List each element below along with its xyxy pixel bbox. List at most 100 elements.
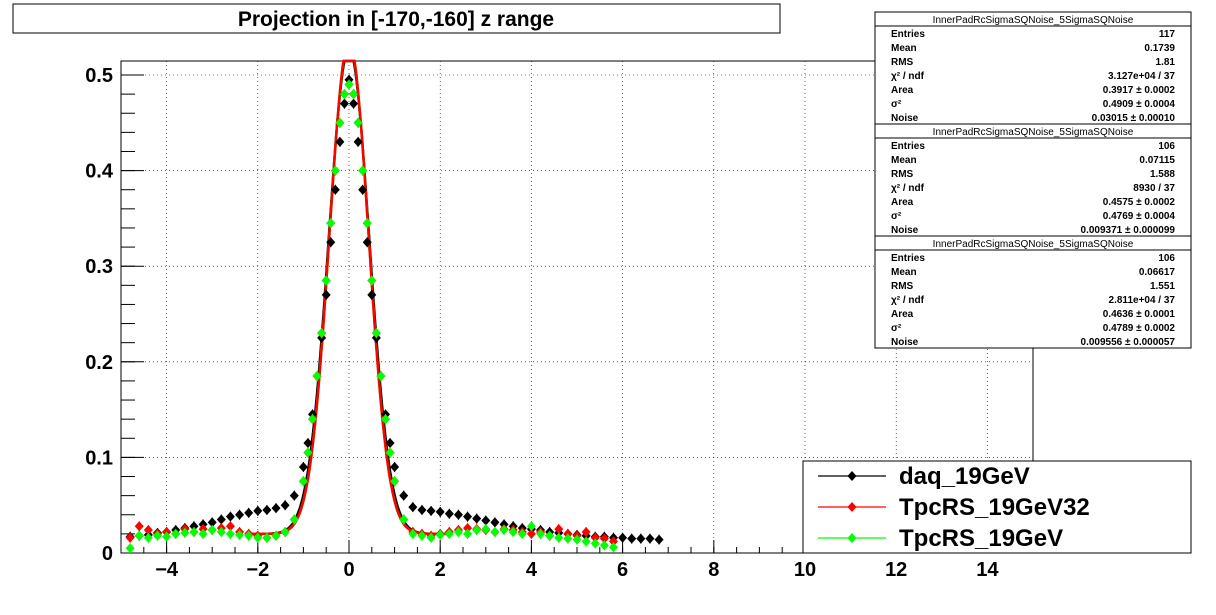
stat-value: 117 xyxy=(1159,29,1176,40)
stat-box-frame xyxy=(874,123,1192,237)
data-point xyxy=(358,184,368,195)
y-tick-label: 0.1 xyxy=(85,447,113,469)
data-point xyxy=(426,532,436,543)
data-point xyxy=(627,533,637,544)
data-point xyxy=(362,237,372,248)
stat-label: Mean xyxy=(891,43,917,54)
data-point xyxy=(444,508,454,519)
data-point xyxy=(554,524,564,535)
data-point xyxy=(303,438,313,449)
data-point xyxy=(380,414,390,425)
title-box xyxy=(12,3,781,34)
stat-label: RMS xyxy=(891,169,914,180)
stat-value: 0.07115 xyxy=(1139,155,1175,166)
data-point xyxy=(545,530,555,541)
stat-label: Entries xyxy=(891,29,925,40)
stat-value: 0.4909 ± 0.0004 xyxy=(1103,99,1176,110)
data-point xyxy=(426,505,436,516)
data-point xyxy=(367,275,377,286)
chart-title: Projection in [-170,-160] z range xyxy=(238,8,554,31)
legend-marker xyxy=(847,471,857,481)
y-tick-label: 0.2 xyxy=(85,352,113,374)
x-tick-label: 6 xyxy=(617,559,628,581)
x-tick-label: 2 xyxy=(435,559,446,581)
x-tick-labels: −4 −2 0 2 4 6 8 10 12 14 xyxy=(155,559,999,581)
legend-marker xyxy=(847,502,857,512)
y-tick-labels: 0 0.1 0.2 0.3 0.4 0.5 xyxy=(85,65,114,565)
data-point xyxy=(308,414,318,425)
data-point xyxy=(444,528,454,539)
data-point xyxy=(417,504,427,515)
data-point xyxy=(618,532,628,543)
data-point xyxy=(198,528,208,539)
stat-value: 0.1739 xyxy=(1144,43,1175,54)
data-point xyxy=(244,507,254,518)
data-point xyxy=(472,513,482,524)
data-point xyxy=(339,89,349,100)
stat-value: 1.588 xyxy=(1150,169,1175,180)
data-point xyxy=(508,526,518,537)
data-point xyxy=(408,528,418,539)
data-point xyxy=(367,289,377,300)
data-point xyxy=(326,237,336,248)
stat-label: Entries xyxy=(891,141,925,152)
data-point xyxy=(463,511,473,522)
data-point xyxy=(335,117,345,128)
data-point xyxy=(180,527,190,538)
data-point xyxy=(490,526,500,537)
legend-marker xyxy=(847,533,857,543)
data-point xyxy=(481,515,491,526)
data-point xyxy=(152,530,162,541)
legend-entry: daq_19GeV xyxy=(818,463,1030,490)
data-point xyxy=(385,447,395,458)
data-point xyxy=(143,525,153,536)
stat-label: RMS xyxy=(891,57,914,68)
stat-box: InnerPadRcSigmaSQNoise_5SigmaSQNoise Entr… xyxy=(874,123,1192,237)
stat-label: χ² / ndf xyxy=(891,295,925,306)
x-tick-label: 14 xyxy=(976,559,999,581)
stat-label: σ² xyxy=(891,323,902,334)
data-point xyxy=(608,542,618,553)
data-point xyxy=(563,533,573,544)
data-point xyxy=(335,136,345,147)
stat-box-title: InnerPadRcSigmaSQNoise_5SigmaSQNoise xyxy=(933,15,1134,26)
data-point xyxy=(526,521,536,532)
data-point xyxy=(344,79,354,90)
data-point xyxy=(376,371,386,382)
x-tick-label: 0 xyxy=(343,559,354,581)
legend-label: TpcRS_19GeV32 xyxy=(899,494,1090,521)
data-point xyxy=(608,536,618,547)
data-point xyxy=(362,218,372,229)
data-point xyxy=(645,533,655,544)
data-point xyxy=(262,532,272,543)
y-tick-label: 0.4 xyxy=(85,161,114,183)
data-point xyxy=(143,532,153,543)
stat-value: 0.009556 ± 0.000057 xyxy=(1081,337,1176,348)
data-point xyxy=(399,514,409,525)
data-point xyxy=(517,528,527,539)
data-point xyxy=(599,533,609,544)
stat-label: χ² / ndf xyxy=(891,71,925,82)
y-tick-label: 0.3 xyxy=(85,256,113,278)
data-point xyxy=(207,525,217,536)
data-point xyxy=(417,530,427,541)
data-point xyxy=(225,511,235,522)
data-point xyxy=(554,532,564,543)
stat-label: Mean xyxy=(891,155,917,166)
data-point xyxy=(349,89,359,100)
data-point xyxy=(385,438,395,449)
data-point xyxy=(353,117,363,128)
x-tick-label: 4 xyxy=(526,559,538,581)
stat-boxes: InnerPadRcSigmaSQNoise_5SigmaSQNoise Entr… xyxy=(874,11,1192,349)
stat-value: 0.06617 xyxy=(1139,267,1176,278)
data-point xyxy=(499,525,509,536)
data-point xyxy=(262,504,272,515)
stat-value: 0.4575 ± 0.0002 xyxy=(1103,197,1176,208)
data-point xyxy=(303,447,313,458)
data-point xyxy=(472,525,482,536)
legend: daq_19GeV TpcRS_19GeV32 TpcRS_19GeV xyxy=(802,460,1192,554)
data-point xyxy=(636,533,646,544)
data-point xyxy=(271,503,281,514)
legend-label: TpcRS_19GeV xyxy=(899,525,1063,552)
